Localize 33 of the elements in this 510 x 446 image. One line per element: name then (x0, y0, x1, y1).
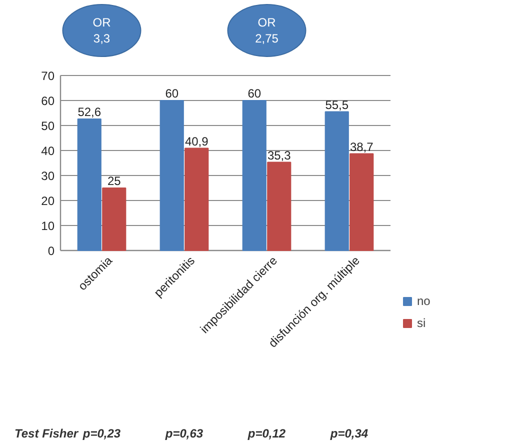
data-label: 40,9 (184, 134, 209, 148)
bar (184, 148, 209, 251)
data-label: 38,7 (350, 140, 374, 154)
data-label: 55,5 (325, 98, 349, 112)
bar (77, 118, 102, 251)
y-tick-label: 20 (41, 194, 55, 208)
text: p=0,63 (164, 426, 204, 440)
text: p=0,12 (246, 426, 286, 440)
data-label: 52,6 (78, 105, 102, 119)
bar (160, 100, 184, 251)
bar (324, 111, 349, 251)
bar (267, 162, 292, 251)
y-tick-label: 40 (41, 144, 55, 158)
y-tick-label: 70 (41, 69, 55, 83)
legend-label: si (417, 316, 427, 330)
y-tick-label: 30 (41, 169, 55, 183)
y-tick-label: 10 (41, 219, 55, 233)
bar (102, 188, 126, 251)
y-tick-label: 0 (48, 244, 55, 258)
data-label: 60 (165, 86, 179, 100)
text: p=0,34 (329, 426, 368, 440)
text: Test Fisher (14, 426, 80, 440)
y-tick-label: 50 (41, 119, 55, 133)
y-tick-label: 60 (41, 94, 55, 108)
text: p=0,23 (82, 426, 121, 440)
legend-label: no (417, 294, 432, 308)
text: OR 3,3 (92, 15, 112, 46)
data-label: 60 (248, 86, 262, 100)
bar (242, 100, 266, 251)
data-label: 25 (107, 174, 122, 188)
text: OR 2,75 (255, 15, 279, 46)
data-label: 35,3 (267, 148, 292, 162)
bar (350, 153, 374, 251)
